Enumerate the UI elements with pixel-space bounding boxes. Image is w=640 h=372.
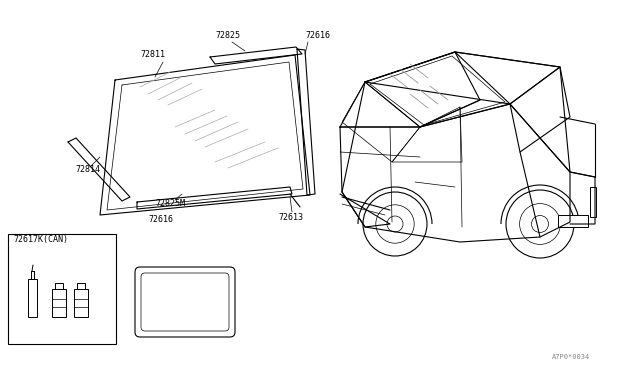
Text: 72616: 72616 [148, 215, 173, 224]
Circle shape [506, 190, 574, 258]
Bar [77, 283, 85, 289]
Bar [74, 289, 88, 317]
Text: 72617K(CAN): 72617K(CAN) [13, 235, 68, 244]
Circle shape [363, 192, 427, 256]
Text: 72613: 72613 [278, 213, 303, 222]
Text: A7P0*0034: A7P0*0034 [552, 354, 590, 360]
Bar [52, 289, 66, 317]
Bar [28, 279, 37, 317]
Bar [55, 283, 63, 289]
Circle shape [531, 215, 548, 232]
Text: 72825M: 72825M [155, 199, 185, 208]
Bar [590, 187, 596, 217]
Bar [558, 215, 588, 227]
Circle shape [376, 205, 414, 243]
FancyBboxPatch shape [135, 267, 235, 337]
Text: 72825: 72825 [215, 31, 240, 40]
Circle shape [387, 216, 403, 232]
Bar [8, 234, 116, 344]
Circle shape [520, 203, 561, 244]
Text: 72811: 72811 [140, 50, 165, 59]
Text: 72814: 72814 [75, 165, 100, 174]
Text: 72616: 72616 [305, 31, 330, 40]
